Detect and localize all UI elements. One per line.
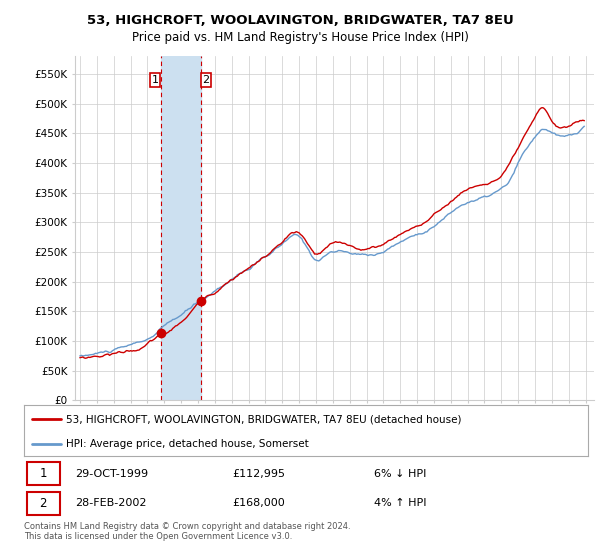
Text: £112,995: £112,995 bbox=[233, 469, 286, 479]
Text: Contains HM Land Registry data © Crown copyright and database right 2024.
This d: Contains HM Land Registry data © Crown c… bbox=[24, 522, 350, 542]
Text: 2: 2 bbox=[40, 497, 47, 510]
Text: HPI: Average price, detached house, Somerset: HPI: Average price, detached house, Some… bbox=[66, 438, 309, 449]
FancyBboxPatch shape bbox=[27, 492, 59, 515]
Text: 1: 1 bbox=[40, 468, 47, 480]
Text: 53, HIGHCROFT, WOOLAVINGTON, BRIDGWATER, TA7 8EU (detached house): 53, HIGHCROFT, WOOLAVINGTON, BRIDGWATER,… bbox=[66, 414, 462, 424]
Bar bbox=[161, 56, 201, 400]
Text: 6% ↓ HPI: 6% ↓ HPI bbox=[374, 469, 426, 479]
Text: 2: 2 bbox=[203, 75, 209, 85]
Text: 53, HIGHCROFT, WOOLAVINGTON, BRIDGWATER, TA7 8EU: 53, HIGHCROFT, WOOLAVINGTON, BRIDGWATER,… bbox=[86, 14, 514, 27]
Text: 1: 1 bbox=[151, 75, 158, 85]
Text: £168,000: £168,000 bbox=[233, 498, 286, 508]
Text: 4% ↑ HPI: 4% ↑ HPI bbox=[374, 498, 426, 508]
FancyBboxPatch shape bbox=[27, 463, 59, 486]
Text: 28-FEB-2002: 28-FEB-2002 bbox=[75, 498, 146, 508]
Text: Price paid vs. HM Land Registry's House Price Index (HPI): Price paid vs. HM Land Registry's House … bbox=[131, 31, 469, 44]
Text: 29-OCT-1999: 29-OCT-1999 bbox=[75, 469, 148, 479]
